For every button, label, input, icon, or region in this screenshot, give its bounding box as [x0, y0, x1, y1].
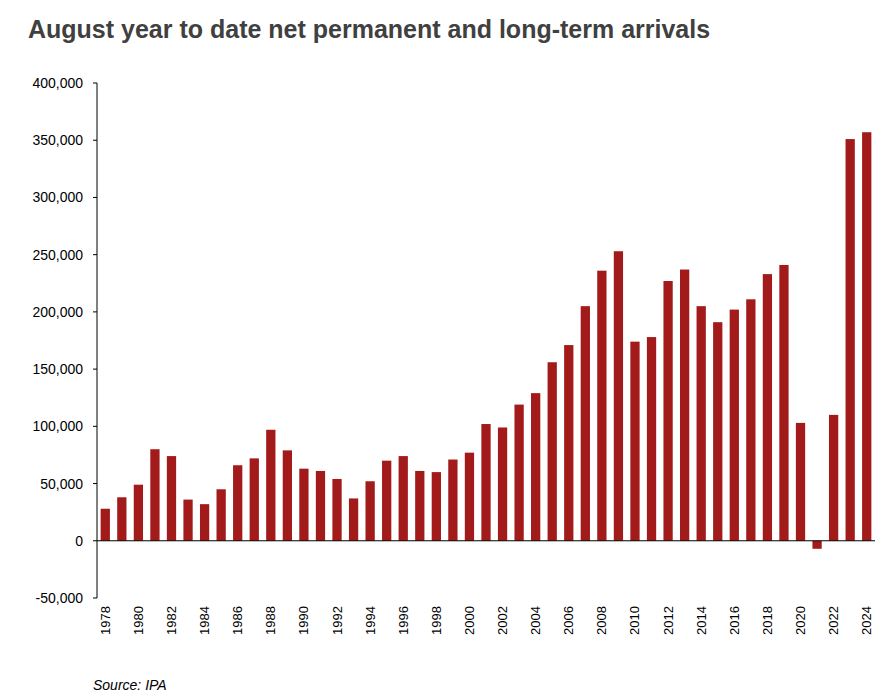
x-tick-label: 1978: [98, 606, 113, 635]
y-tick-label: 100,000: [32, 418, 83, 434]
y-tick: [93, 83, 97, 84]
bar: [415, 471, 424, 541]
x-tick-label: 2008: [594, 606, 609, 635]
bar: [283, 450, 292, 540]
x-tick-label: 2016: [727, 606, 742, 635]
bar: [266, 430, 275, 541]
x-tick-label: 1982: [164, 606, 179, 635]
bar: [399, 456, 408, 541]
chart: August year to date net permanent and lo…: [0, 0, 888, 698]
y-tick-label: 250,000: [32, 247, 83, 263]
bar: [200, 504, 209, 541]
bar: [630, 342, 639, 541]
x-tick-label: 2024: [859, 606, 874, 635]
y-tick: [93, 197, 97, 198]
bar: [763, 274, 772, 541]
y-tick: [93, 140, 97, 141]
y-tick: [93, 483, 97, 484]
x-tick-label: 1980: [131, 606, 146, 635]
y-tick: [93, 311, 97, 312]
bar: [250, 458, 259, 540]
bar: [316, 471, 325, 541]
bar: [697, 306, 706, 541]
bar: [481, 424, 490, 541]
y-tick-label: 200,000: [32, 304, 83, 320]
bar: [233, 465, 242, 541]
x-tick-label: 1998: [429, 606, 444, 635]
y-tick-label: 150,000: [32, 361, 83, 377]
bar: [647, 337, 656, 541]
y-tick-label: -50,000: [36, 590, 84, 606]
bar: [796, 423, 805, 541]
bar: [680, 270, 689, 541]
y-tick-label: 300,000: [32, 189, 83, 205]
x-tick-label: 2012: [661, 606, 676, 635]
bar: [564, 345, 573, 541]
bar: [134, 485, 143, 541]
bar: [730, 310, 739, 541]
y-axis: [97, 83, 98, 598]
title: August year to date net permanent and lo…: [28, 15, 710, 43]
bar: [217, 489, 226, 541]
y-tick: [93, 426, 97, 427]
y-tick-label: 350,000: [32, 132, 83, 148]
bar: [498, 427, 507, 540]
bar: [829, 415, 838, 541]
y-tick-label: 50,000: [40, 476, 83, 492]
bar: [614, 251, 623, 541]
y-tick: [93, 254, 97, 255]
bar: [846, 139, 855, 541]
bar: [382, 461, 391, 541]
bar: [581, 306, 590, 541]
bar: [101, 509, 110, 541]
x-tick-label: 2020: [793, 606, 808, 635]
y-tick-label: 0: [75, 533, 83, 549]
x-tick-label: 2004: [528, 606, 543, 635]
bar: [746, 299, 755, 540]
bar: [663, 281, 672, 541]
bar: [465, 453, 474, 541]
bar: [548, 362, 557, 541]
x-tick-label: 1994: [363, 606, 378, 635]
bar: [349, 498, 358, 540]
bar: [448, 460, 457, 541]
bar: [862, 132, 871, 541]
x-tick-label: 2000: [462, 606, 477, 635]
x-tick-label: 1990: [296, 606, 311, 635]
bars: [101, 132, 872, 549]
bar: [365, 481, 374, 541]
bar: [299, 469, 308, 541]
y-tick: [93, 540, 97, 541]
x-tick-label: 2018: [760, 606, 775, 635]
y-tick-label: 400,000: [32, 75, 83, 91]
bar: [167, 456, 176, 541]
baseline: [97, 540, 875, 541]
x-tick-label: 1986: [230, 606, 245, 635]
x-tick-label: 1988: [263, 606, 278, 635]
y-tick: [93, 598, 97, 599]
bar: [597, 271, 606, 541]
bar: [432, 472, 441, 541]
bar: [514, 405, 523, 541]
x-tick-label: 2022: [826, 606, 841, 635]
bar: [117, 497, 126, 540]
bar: [812, 541, 821, 549]
source: Source: IPA: [93, 677, 167, 693]
bar: [332, 479, 341, 541]
y-tick: [93, 369, 97, 370]
x-tick-label: 1992: [330, 606, 345, 635]
x-tick-label: 2010: [627, 606, 642, 635]
bar: [531, 393, 540, 541]
bar: [713, 322, 722, 541]
x-tick-label: 1996: [396, 606, 411, 635]
bar: [779, 265, 788, 541]
bar: [150, 449, 159, 541]
bar: [183, 500, 192, 541]
x-tick-label: 2014: [694, 606, 709, 635]
x-tick-label: 2006: [561, 606, 576, 635]
x-tick-label: 2002: [495, 606, 510, 635]
x-tick-label: 1984: [197, 606, 212, 635]
